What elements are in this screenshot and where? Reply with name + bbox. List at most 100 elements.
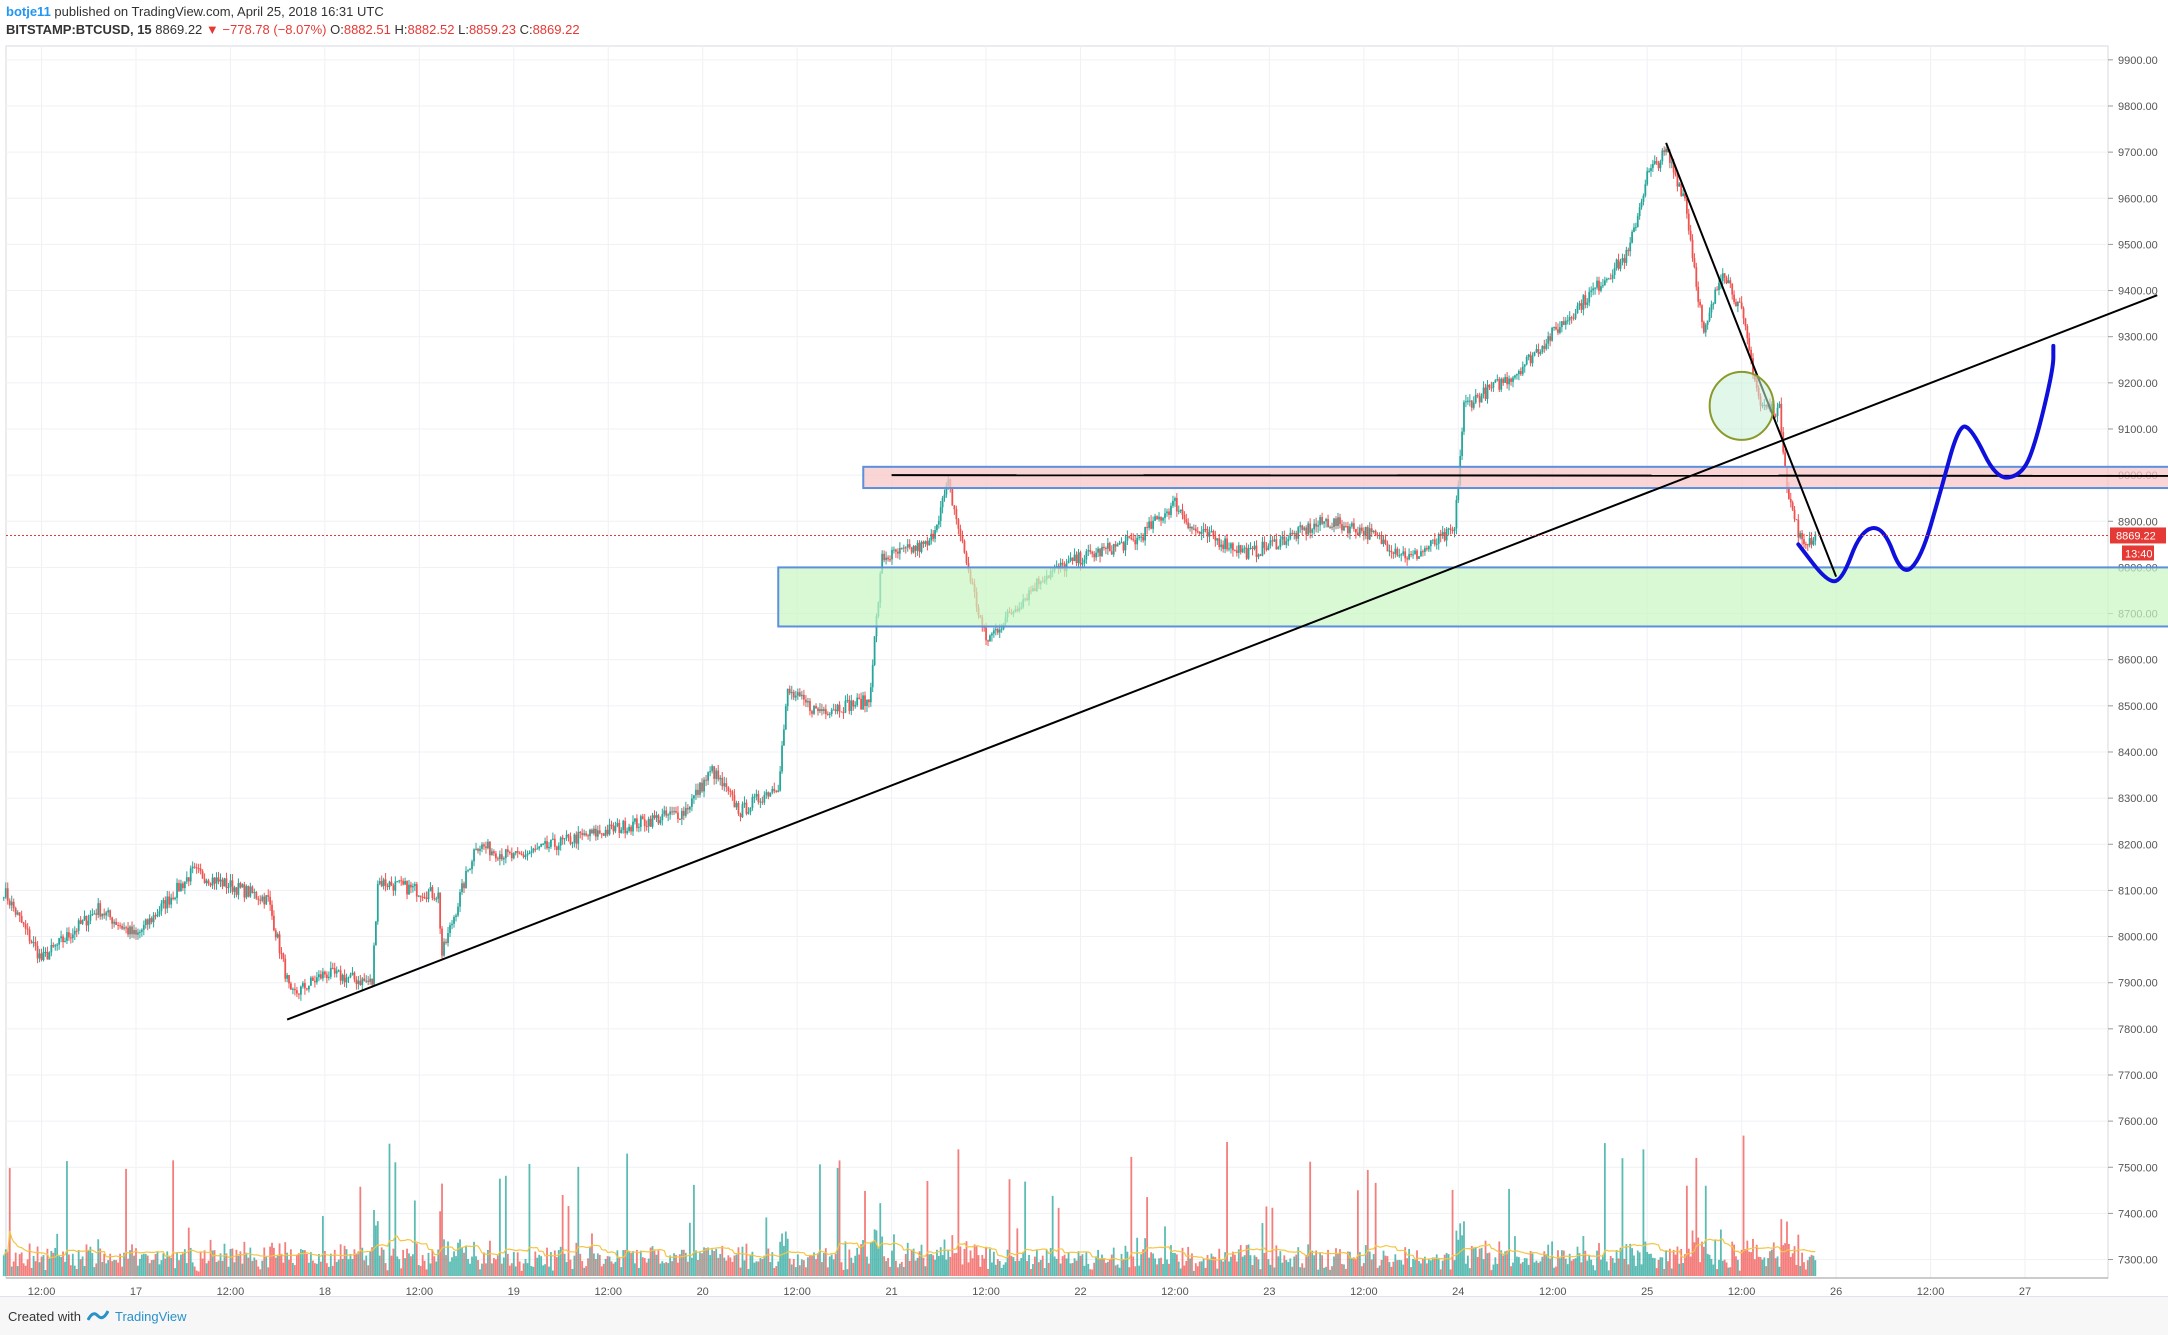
volume-bar [1192,1270,1195,1276]
candle-body [1329,526,1331,528]
candle-body [904,547,907,549]
author-name[interactable]: botje11 [6,4,51,19]
candle-body [392,885,395,891]
candle-body [1287,538,1290,542]
candle-body [1553,326,1555,328]
price-chart[interactable]: 9900.009800.009700.009600.009500.009400.… [0,0,2168,1300]
resistance-zone[interactable] [862,465,2168,490]
volume-bar [1087,1263,1090,1276]
volume-bar [259,1269,262,1276]
volume-bar [824,1248,827,1276]
volume-bar [433,1256,436,1276]
candle-body [1474,394,1477,403]
volume-bar [645,1262,648,1276]
volume-bar [1285,1259,1288,1276]
trendline-up[interactable] [286,294,2158,1021]
candle-body [1226,538,1228,550]
volume-bar [524,1258,527,1276]
volume-bar [1486,1253,1489,1276]
candle-body [739,813,742,818]
candle-body [514,851,517,854]
volume-bar [749,1255,752,1276]
candle-body [69,937,72,939]
candle-body [807,700,809,703]
volume-bar [788,1258,791,1276]
candle-body [1435,543,1438,545]
volume-bar [737,1247,740,1276]
candle-body [932,533,935,539]
volume-bar [1132,1256,1135,1276]
tradingview-logo-icon[interactable] [86,1308,110,1325]
volume-bar [939,1247,942,1276]
volume-bar [786,1238,789,1276]
candle-body [1404,551,1407,559]
y-tick-label: 9700.00 [2118,147,2158,159]
candle-body [723,783,726,787]
volume-bar [439,1211,442,1276]
candle-body [1617,259,1620,269]
candle-body [567,834,570,837]
candle-body [1362,530,1365,536]
candle-body [1560,321,1563,328]
candle-body [800,694,803,697]
candle-body [858,697,861,699]
candle-body [1402,551,1405,555]
volume-bar [93,1267,96,1276]
volume-bar [1388,1262,1391,1276]
volume-bar [1220,1259,1223,1276]
volume-bar [1331,1266,1333,1276]
candle-body [1253,545,1256,550]
volume-bar [1055,1258,1058,1276]
candle-body [1315,523,1318,527]
volume-bar [873,1229,876,1276]
volume-bar [1037,1262,1040,1276]
candle-body [991,633,993,636]
volume-bar [943,1239,946,1276]
candle-body [1366,527,1369,540]
trendline-down[interactable] [1665,142,1838,578]
volume-bar [828,1256,831,1276]
volume-bar [862,1240,864,1276]
support-zone[interactable] [777,566,2168,628]
candle-body [380,881,383,887]
volume-bar [1478,1248,1481,1276]
candle-body [231,880,234,892]
volume-bar [1678,1263,1681,1276]
volume-bar [1097,1249,1099,1276]
volume-bar [1723,1259,1726,1276]
candle-body [144,919,147,926]
volume-bar [384,1263,387,1276]
candle-body [669,811,672,815]
candle-body [998,629,1001,633]
volume-bar [765,1217,768,1276]
volume-bar [838,1160,841,1276]
candle-body [493,851,495,854]
candle-body [1748,338,1751,350]
candle-body [1110,551,1113,555]
candle-body [920,541,923,552]
candle-body [1281,536,1284,540]
candle-body [636,818,638,828]
volume-bar [1676,1246,1679,1276]
candle-body [398,880,401,882]
breakdown-circle[interactable] [1708,370,1775,441]
volume-bar [1386,1256,1389,1276]
candle-body [429,887,432,892]
volume-bar [775,1266,778,1276]
volume-bar [879,1203,882,1276]
resistance-line[interactable] [891,474,2168,477]
candle-body [544,841,546,844]
candle-body [1000,628,1003,630]
volume-bar [637,1267,640,1276]
volume-bar [4,1249,7,1276]
volume-bar [1049,1248,1052,1276]
candle-body [1192,528,1195,530]
projection-path[interactable] [1796,343,2056,584]
volume-bar [215,1261,218,1276]
candle-body [1128,536,1131,538]
candle-body [1134,540,1137,545]
volume-bar [561,1195,564,1276]
tradingview-brand[interactable]: TradingView [114,1309,187,1324]
volume-bar [249,1247,252,1276]
candle-body [1651,163,1654,169]
